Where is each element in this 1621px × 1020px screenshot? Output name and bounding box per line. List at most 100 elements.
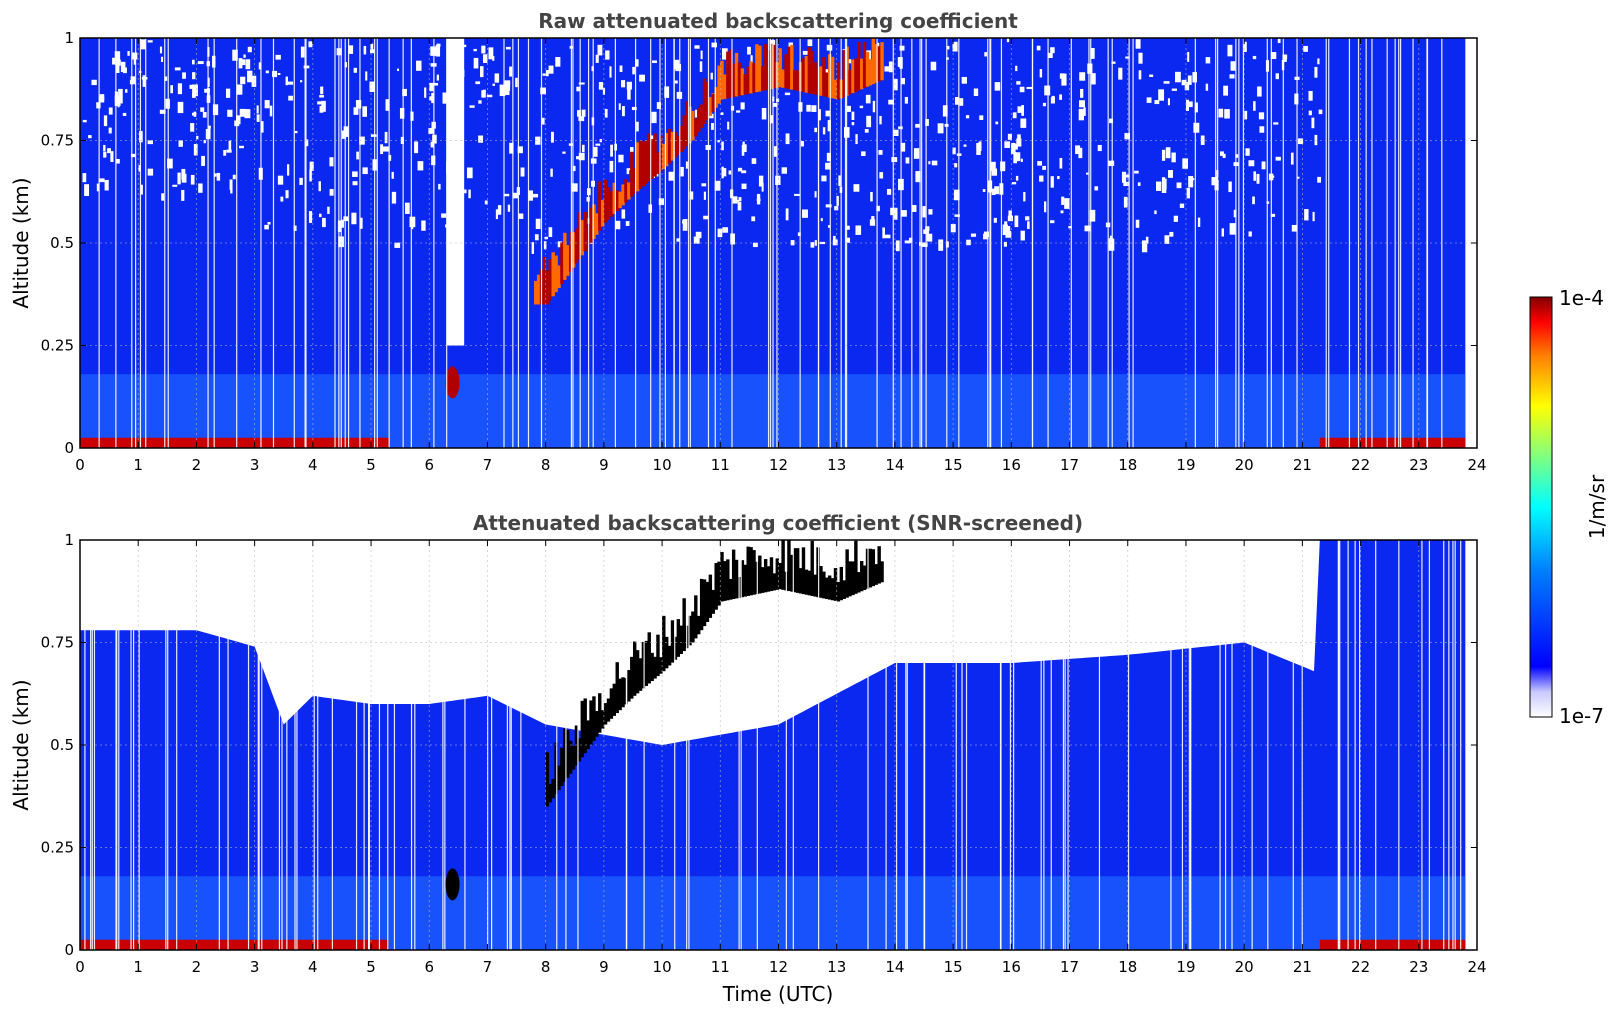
raw-noise-speck	[167, 158, 173, 169]
screened-cloud-cell	[842, 580, 846, 599]
raw-noise-speck	[240, 59, 246, 66]
raw-noise-speck	[1145, 236, 1149, 244]
screened-y-tick-label: 0.5	[50, 736, 74, 754]
raw-noise-speck	[870, 191, 873, 202]
raw-noise-speck	[952, 44, 956, 51]
raw-missing-profile	[376, 38, 378, 448]
screened-cloud-cell	[734, 559, 739, 599]
screened-cloud-cell	[647, 632, 651, 684]
raw-noise-speck	[1317, 58, 1320, 65]
raw-noise-speck	[147, 40, 153, 43]
raw-cloud-cell	[784, 54, 788, 89]
screened-cloud-cell	[688, 615, 692, 646]
raw-noise-speck	[223, 149, 227, 156]
raw-noise-speck	[1016, 81, 1021, 85]
raw-noise-speck	[911, 205, 917, 212]
raw-cloud-cell	[609, 191, 614, 217]
screened-cloud-cell	[563, 728, 567, 782]
screened-backscatter-panel: Attenuated backscattering coefficient (S…	[9, 511, 1487, 1006]
screened-cloud-cell	[566, 730, 570, 778]
raw-cloud-cell	[673, 132, 678, 158]
raw-missing-profile	[207, 38, 209, 448]
raw-noise-speck	[685, 161, 688, 169]
raw-noise-speck	[1091, 73, 1096, 85]
raw-x-tick-label: 12	[769, 456, 788, 474]
raw-cloud-cell	[827, 54, 832, 98]
raw-noise-speck	[391, 171, 394, 179]
raw-cloud-cell	[836, 62, 841, 100]
raw-noise-speck	[277, 175, 284, 185]
raw-noise-speck	[435, 44, 441, 57]
raw-noise-speck	[1244, 110, 1248, 120]
raw-noise-speck	[318, 181, 321, 192]
raw-noise-speck	[905, 157, 910, 164]
raw-x-tick-label: 5	[366, 456, 376, 474]
raw-noise-speck	[797, 232, 801, 236]
raw-noise-speck	[1229, 74, 1235, 79]
raw-noise-speck	[1014, 215, 1019, 228]
raw-cloud-cell	[624, 179, 628, 203]
raw-noise-speck	[251, 75, 257, 87]
raw-y-tick-label: 0.25	[41, 337, 74, 355]
raw-noise-speck	[405, 202, 410, 214]
raw-cloud-cell	[632, 167, 637, 194]
raw-missing-profile	[1398, 38, 1400, 448]
raw-x-tick-label: 20	[1235, 456, 1254, 474]
screened-cloud-cell	[589, 700, 593, 745]
raw-noise-speck	[1187, 101, 1193, 108]
raw-noise-speck	[1270, 213, 1276, 217]
raw-missing-profile	[679, 38, 681, 448]
raw-noise-speck	[631, 106, 637, 111]
raw-cloud-cell	[708, 96, 713, 116]
raw-noise-speck	[689, 191, 694, 200]
raw-noise-speck	[438, 183, 441, 190]
raw-noise-speck	[247, 46, 252, 53]
raw-noise-speck	[952, 147, 956, 155]
screened-missing-profile	[118, 540, 120, 950]
raw-noise-speck	[1187, 75, 1192, 85]
raw-x-tick-label: 21	[1293, 456, 1312, 474]
raw-noise-speck	[1108, 160, 1115, 167]
raw-noise-speck	[181, 173, 187, 183]
colorbar-unit-label: 1/m/sr	[1585, 474, 1609, 539]
raw-cloud-cell	[574, 228, 579, 264]
raw-noise-speck	[1235, 154, 1239, 158]
screened-missing-profile	[1448, 540, 1450, 950]
raw-noise-speck	[110, 151, 114, 163]
raw-noise-speck	[908, 237, 913, 244]
raw-noise-speck	[1121, 171, 1127, 183]
raw-missing-profile	[167, 38, 169, 448]
raw-noise-speck	[888, 99, 894, 105]
raw-missing-profile	[388, 38, 390, 448]
raw-y-tick-label: 0	[64, 439, 74, 457]
raw-noise-speck	[1015, 65, 1018, 72]
raw-noise-speck	[115, 62, 120, 74]
raw-noise-speck	[159, 46, 163, 54]
raw-missing-profile	[1266, 38, 1268, 448]
raw-cloud-cell	[833, 79, 838, 99]
raw-noise-speck	[1135, 39, 1141, 49]
raw-cloud-cell	[563, 232, 567, 280]
raw-noise-speck	[752, 242, 758, 248]
raw-noise-speck	[1020, 158, 1023, 163]
raw-missing-profile	[1111, 38, 1113, 448]
raw-noise-speck	[504, 80, 511, 86]
raw-noise-speck	[1042, 165, 1046, 170]
raw-noise-speck	[304, 139, 309, 147]
raw-noise-speck	[138, 165, 141, 172]
raw-missing-profile	[402, 38, 404, 448]
raw-cloud-cell	[720, 60, 724, 100]
raw-noise-speck	[394, 242, 401, 248]
raw-noise-speck	[177, 83, 183, 95]
raw-noise-speck	[182, 72, 186, 79]
raw-noise-speck	[1154, 210, 1157, 215]
raw-noise-speck	[1137, 182, 1141, 186]
screened-missing-profile	[91, 540, 93, 950]
raw-noise-speck	[466, 167, 473, 179]
raw-noise-speck	[598, 81, 604, 90]
raw-noise-speck	[99, 96, 105, 103]
raw-noise-speck	[1026, 86, 1033, 90]
raw-cloud-cell	[795, 70, 800, 91]
raw-noise-speck	[595, 143, 601, 146]
raw-noise-speck	[535, 218, 541, 230]
